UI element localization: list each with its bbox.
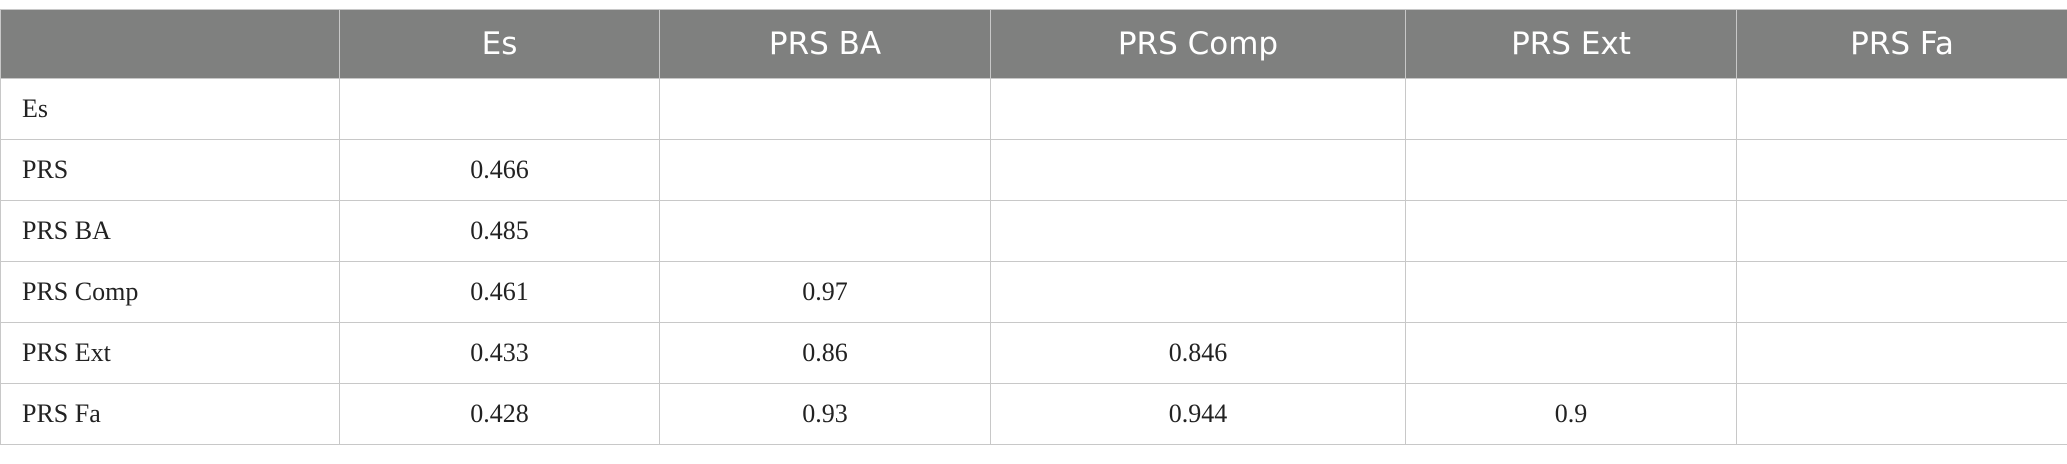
table-cell: 0.9 bbox=[1405, 383, 1737, 445]
table-cell: 0.944 bbox=[990, 383, 1406, 445]
table-cell bbox=[1405, 322, 1737, 384]
correlation-table: Es PRS BA PRS Comp PRS Ext PRS Fa Es PRS 0.466… bbox=[0, 9, 2067, 445]
header-cell: PRS Ext bbox=[1405, 9, 1737, 79]
table-container: Es PRS BA PRS Comp PRS Ext PRS Fa Es PRS 0.466… bbox=[0, 9, 2067, 445]
table-cell: 0.433 bbox=[339, 322, 660, 384]
header-cell: PRS Fa bbox=[1736, 9, 2067, 79]
table-cell bbox=[659, 139, 991, 201]
table-cell: 0.93 bbox=[659, 383, 991, 445]
table-cell bbox=[990, 78, 1406, 140]
row-label: PRS BA bbox=[0, 200, 340, 262]
header-row: Es PRS BA PRS Comp PRS Ext PRS Fa bbox=[0, 9, 2067, 79]
table-cell bbox=[990, 139, 1406, 201]
table-row: PRS BA 0.485 bbox=[0, 200, 2067, 262]
table-cell bbox=[659, 78, 991, 140]
table-cell bbox=[1405, 261, 1737, 323]
table-cell: 0.97 bbox=[659, 261, 991, 323]
row-label: PRS bbox=[0, 139, 340, 201]
table-cell: 0.86 bbox=[659, 322, 991, 384]
table-cell bbox=[990, 261, 1406, 323]
table-cell: 0.466 bbox=[339, 139, 660, 201]
table-row: PRS 0.466 bbox=[0, 139, 2067, 201]
table-cell bbox=[1405, 78, 1737, 140]
table-cell: 0.461 bbox=[339, 261, 660, 323]
header-cell: Es bbox=[339, 9, 660, 79]
table-cell bbox=[1736, 383, 2067, 445]
table-cell: 0.846 bbox=[990, 322, 1406, 384]
table-cell bbox=[1405, 200, 1737, 262]
row-label: PRS Ext bbox=[0, 322, 340, 384]
row-label: PRS Comp bbox=[0, 261, 340, 323]
table-row: PRS Comp 0.461 0.97 bbox=[0, 261, 2067, 323]
header-cell: PRS Comp bbox=[990, 9, 1406, 79]
table-cell bbox=[1736, 78, 2067, 140]
table-cell bbox=[1405, 139, 1737, 201]
table-head: Es PRS BA PRS Comp PRS Ext PRS Fa bbox=[0, 9, 2067, 79]
table-row: PRS Fa 0.428 0.93 0.944 0.9 bbox=[0, 383, 2067, 445]
table-cell bbox=[659, 200, 991, 262]
table-cell bbox=[1736, 322, 2067, 384]
table-cell bbox=[339, 78, 660, 140]
table-cell bbox=[1736, 139, 2067, 201]
table-row: Es bbox=[0, 78, 2067, 140]
header-cell bbox=[0, 9, 340, 79]
table-body: Es PRS 0.466 PRS BA 0.485 PRS Comp 0.461 0.97 PR… bbox=[0, 78, 2067, 445]
table-row: PRS Ext 0.433 0.86 0.846 bbox=[0, 322, 2067, 384]
table-cell: 0.428 bbox=[339, 383, 660, 445]
table-cell: 0.485 bbox=[339, 200, 660, 262]
row-label: PRS Fa bbox=[0, 383, 340, 445]
table-cell bbox=[990, 200, 1406, 262]
table-cell bbox=[1736, 261, 2067, 323]
header-cell: PRS BA bbox=[659, 9, 991, 79]
table-cell bbox=[1736, 200, 2067, 262]
row-label: Es bbox=[0, 78, 340, 140]
